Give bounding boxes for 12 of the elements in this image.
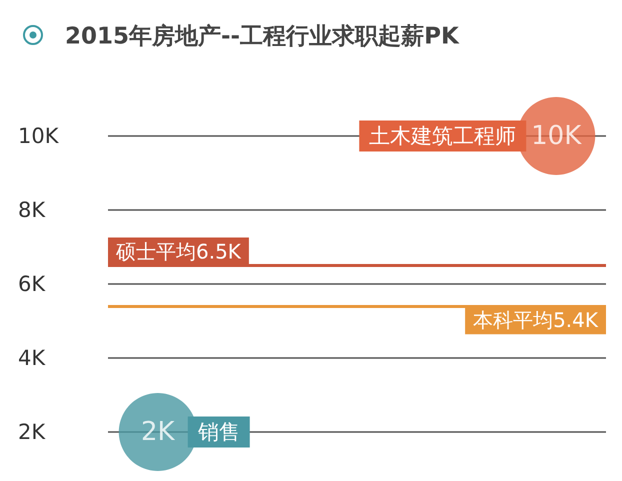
chart-title: 2015年房地产--工程行业求职起薪PK [65, 22, 460, 50]
y-tick-label: 8K [18, 198, 46, 222]
ref-line-label: 硕士平均6.5K [115, 240, 242, 264]
y-tick-label: 2K [18, 420, 46, 444]
data-label: 10K [531, 121, 582, 151]
y-tick-label: 6K [18, 272, 46, 296]
ref-line-label: 本科平均5.4K [473, 308, 599, 332]
annotation: 销售 [196, 420, 240, 444]
data-label: 2K [141, 417, 176, 447]
y-tick-label: 4K [18, 346, 46, 370]
y-tick-label: 10K [18, 124, 60, 148]
annotation: 土木建筑工程师 [369, 124, 516, 148]
